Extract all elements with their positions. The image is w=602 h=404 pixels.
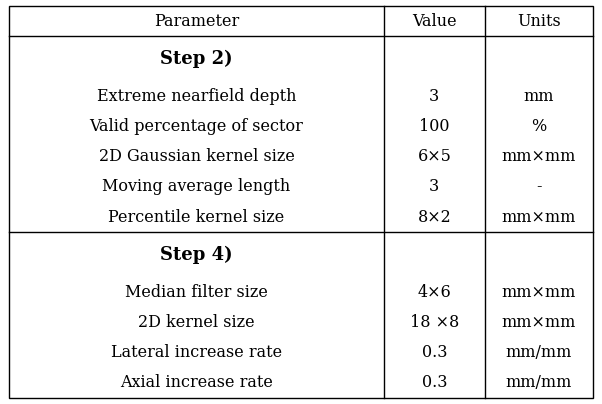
Text: Step 4): Step 4) [160, 246, 233, 264]
Text: 4×6: 4×6 [417, 284, 452, 301]
Text: 18 ×8: 18 ×8 [410, 314, 459, 331]
Text: Units: Units [517, 13, 560, 29]
Text: 8×2: 8×2 [417, 208, 452, 225]
Text: Valid percentage of sector: Valid percentage of sector [90, 118, 303, 135]
Text: 3: 3 [429, 179, 439, 196]
Text: 2D kernel size: 2D kernel size [138, 314, 255, 331]
Text: mm×mm: mm×mm [501, 284, 576, 301]
Text: mm/mm: mm/mm [506, 344, 572, 361]
Text: Moving average length: Moving average length [102, 179, 291, 196]
Text: mm/mm: mm/mm [506, 375, 572, 391]
Text: 3: 3 [429, 88, 439, 105]
Text: Percentile kernel size: Percentile kernel size [108, 208, 285, 225]
Text: 6×5: 6×5 [417, 148, 452, 165]
Text: Axial increase rate: Axial increase rate [120, 375, 273, 391]
Text: 2D Gaussian kernel size: 2D Gaussian kernel size [99, 148, 294, 165]
Text: Lateral increase rate: Lateral increase rate [111, 344, 282, 361]
Text: Parameter: Parameter [154, 13, 239, 29]
Text: -: - [536, 179, 542, 196]
Text: 100: 100 [419, 118, 450, 135]
Text: mm×mm: mm×mm [501, 314, 576, 331]
Text: %: % [531, 118, 547, 135]
Text: mm×mm: mm×mm [501, 208, 576, 225]
Text: Step 2): Step 2) [160, 50, 233, 68]
Text: Median filter size: Median filter size [125, 284, 268, 301]
Text: 0.3: 0.3 [421, 375, 447, 391]
Text: mm×mm: mm×mm [501, 148, 576, 165]
Text: Extreme nearfield depth: Extreme nearfield depth [97, 88, 296, 105]
Text: 0.3: 0.3 [421, 344, 447, 361]
Text: Value: Value [412, 13, 457, 29]
Text: mm: mm [524, 88, 554, 105]
